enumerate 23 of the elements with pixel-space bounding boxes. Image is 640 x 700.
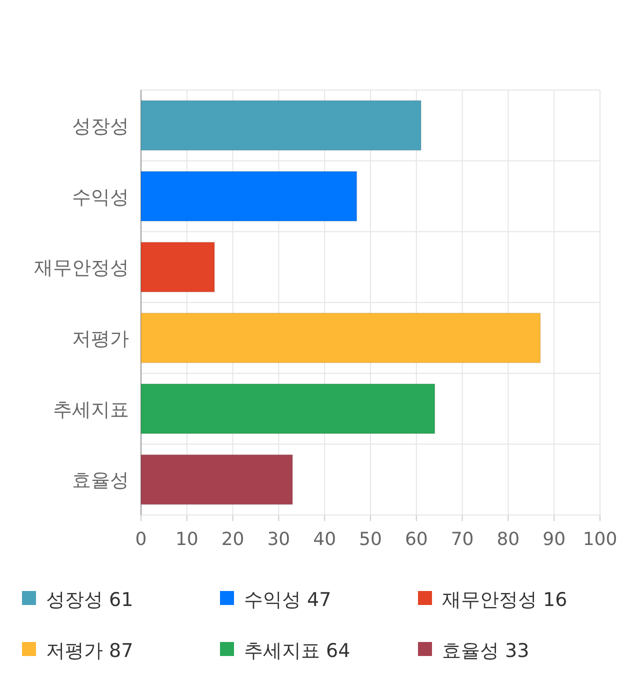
x-tick-label: 80	[496, 529, 520, 550]
y-tick-label: 재무안정성	[34, 257, 129, 280]
x-tick-label: 70	[450, 529, 474, 550]
legend-label: 수익성 47	[244, 589, 332, 611]
legend-label: 재무안정성 16	[442, 589, 568, 611]
legend-label: 효율성 33	[442, 640, 530, 662]
y-tick-label: 저평가	[72, 328, 129, 350]
x-tick-label: 10	[175, 529, 198, 550]
x-tick-label: 20	[221, 529, 244, 550]
x-tick-label: 100	[582, 529, 618, 550]
x-tick-label: 40	[313, 529, 336, 550]
x-tick-label: 90	[542, 529, 566, 550]
x-tick-label: 50	[359, 529, 382, 550]
x-tick-label: 30	[267, 529, 290, 550]
y-tick-label: 추세지표	[53, 398, 129, 421]
x-tick-label: 0	[135, 529, 147, 550]
legend-label: 추세지표 64	[244, 640, 350, 662]
y-tick-label: 성장성	[72, 115, 129, 138]
x-tick-label: 60	[404, 529, 428, 550]
y-tick-label: 수익성	[72, 186, 129, 208]
legend-label: 저평가 87	[46, 640, 134, 662]
y-tick-label: 효율성	[72, 470, 129, 492]
legend-label: 성장성 61	[46, 589, 134, 611]
